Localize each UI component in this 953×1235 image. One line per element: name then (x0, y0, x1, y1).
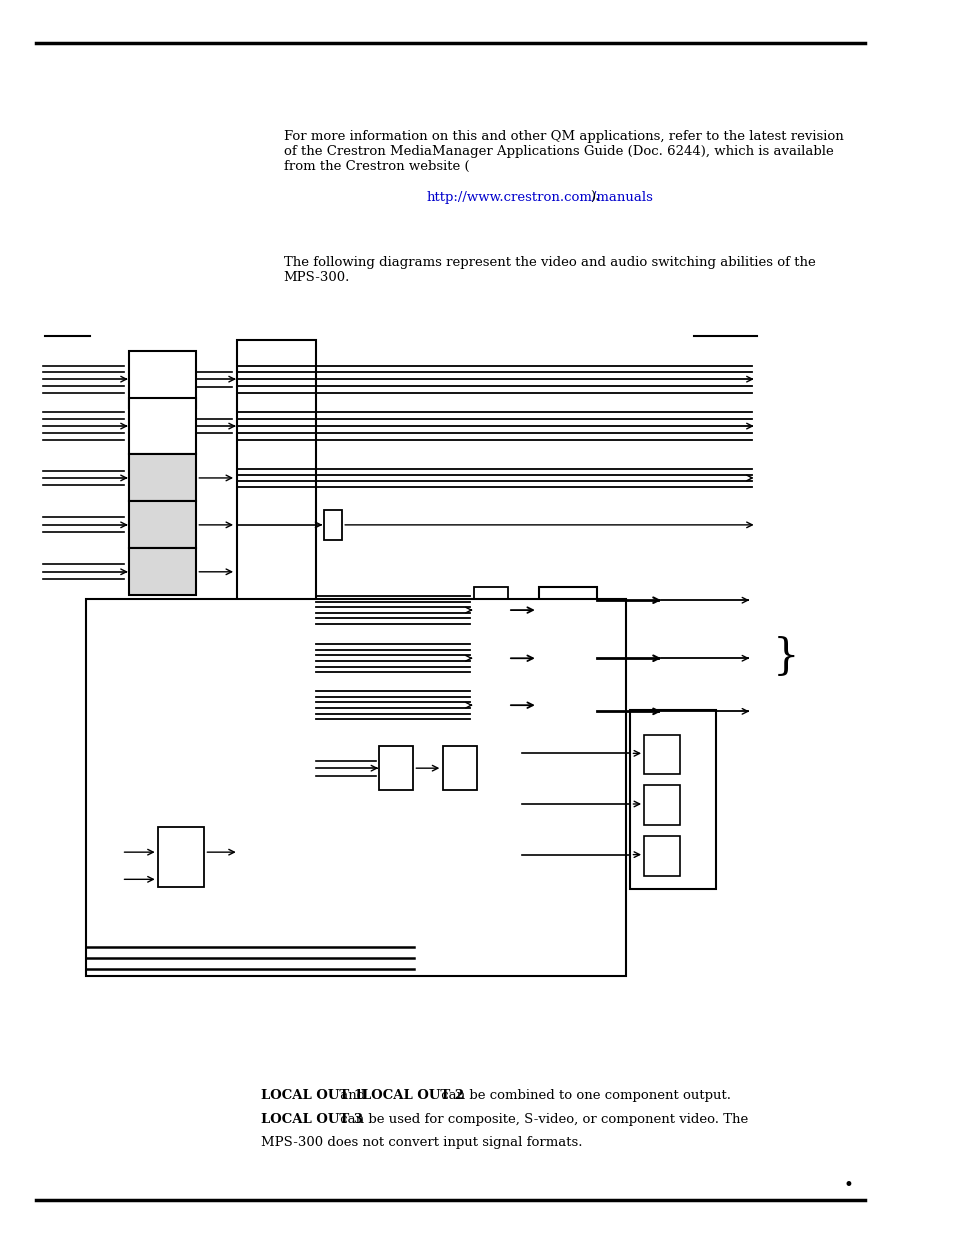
Text: LOCAL OUT 3: LOCAL OUT 3 (261, 1113, 363, 1126)
Bar (129, 548, 196, 595)
Bar (474, 635, 507, 682)
Bar (538, 587, 597, 732)
Text: For more information on this and other QM applications, refer to the latest revi: For more information on this and other Q… (283, 130, 842, 173)
Bar (643, 785, 679, 825)
Bar (129, 351, 196, 408)
Bar (324, 510, 342, 540)
Bar (129, 501, 196, 548)
Text: http://www.crestron.com/manuals: http://www.crestron.com/manuals (426, 191, 652, 205)
Bar (630, 710, 716, 889)
Bar (157, 827, 204, 887)
Text: can be used for composite, S-video, or component video. The: can be used for composite, S-video, or c… (335, 1113, 747, 1126)
Bar (236, 340, 315, 716)
Text: The following diagrams represent the video and audio switching abilities of the
: The following diagrams represent the vid… (283, 256, 815, 284)
Bar (643, 836, 679, 876)
Bar (643, 735, 679, 774)
Bar (129, 398, 196, 454)
Bar (105, 601, 314, 953)
Text: can be combined to one component output.: can be combined to one component output. (436, 1089, 730, 1103)
Text: and: and (335, 1089, 369, 1103)
Text: •: • (842, 1176, 853, 1194)
Text: LOCAL OUT 2: LOCAL OUT 2 (362, 1089, 464, 1103)
Text: ).: ). (589, 191, 598, 205)
Text: LOCAL OUT 1: LOCAL OUT 1 (261, 1089, 363, 1103)
Bar (378, 746, 413, 790)
Text: }: } (772, 636, 799, 678)
Bar (474, 682, 507, 729)
Text: MPS-300 does not convert input signal formats.: MPS-300 does not convert input signal fo… (261, 1136, 582, 1150)
Bar (129, 454, 196, 501)
Bar (86, 599, 625, 976)
Bar (474, 587, 507, 634)
Bar (443, 746, 476, 790)
